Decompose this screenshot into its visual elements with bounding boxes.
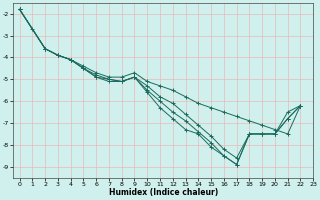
X-axis label: Humidex (Indice chaleur): Humidex (Indice chaleur) (108, 188, 218, 197)
